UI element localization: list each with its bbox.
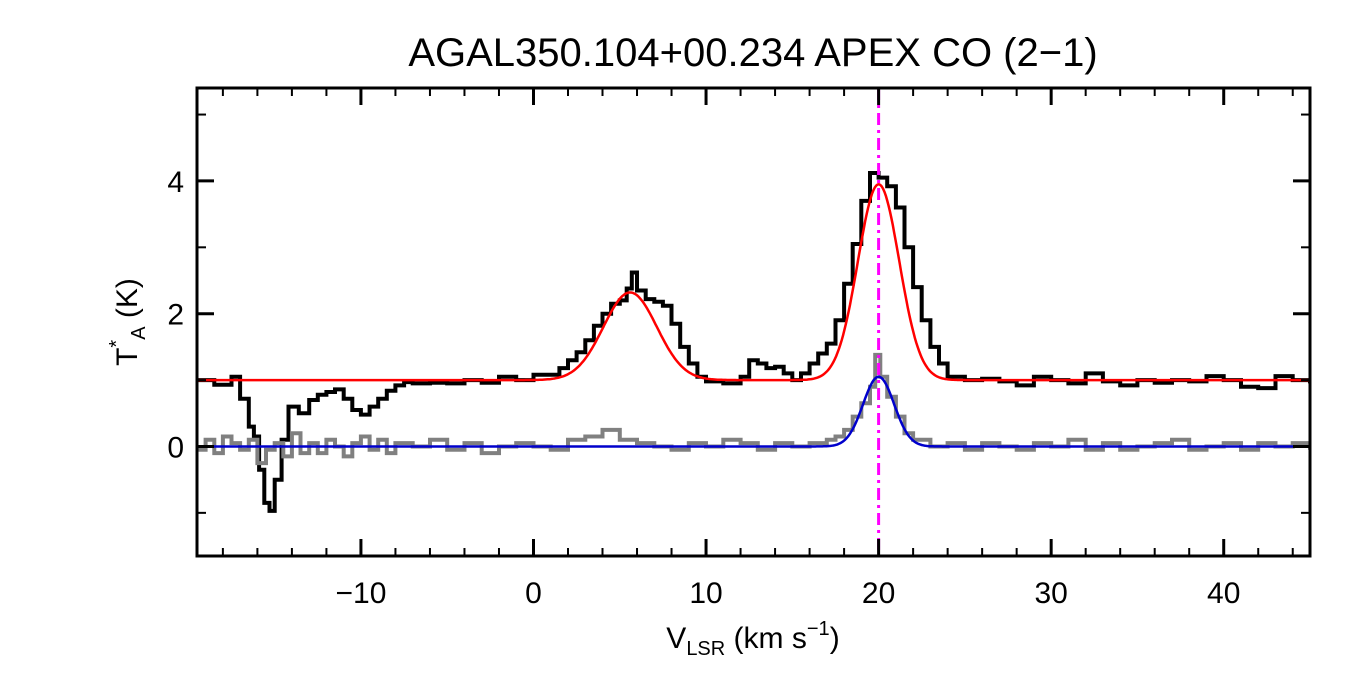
- x-axis-label-main: V: [666, 622, 686, 655]
- y-tick-label: 2: [167, 299, 184, 332]
- series-3-line: [197, 375, 1310, 448]
- series-0-line: [197, 171, 1310, 513]
- x-axis-label-sub: LSR: [686, 638, 725, 660]
- x-axis-label-sup: −1: [807, 618, 830, 640]
- x-axis-label-close: ): [830, 622, 840, 655]
- y-tick-label: 0: [167, 431, 184, 464]
- x-tick-label: 10: [689, 577, 722, 610]
- y-axis-label-main: T: [111, 348, 144, 366]
- series-2-line: [197, 183, 1310, 382]
- x-tick-label: −10: [335, 577, 386, 610]
- x-tick-label: 40: [1207, 577, 1240, 610]
- x-axis-label: VLSR (km s−1): [666, 618, 839, 660]
- x-tick-label: 0: [525, 577, 542, 610]
- plot-frame: [195, 86, 1312, 558]
- chart-title: AGAL350.104+00.234 APEX CO (2−1): [408, 31, 1097, 75]
- y-tick-labels: 0 2 4: [167, 166, 184, 465]
- x-tick-label: 30: [1034, 577, 1067, 610]
- y-axis-label-sub: A: [128, 326, 150, 340]
- y-axis-label-sup: *: [106, 340, 128, 348]
- axis-ticks: [197, 88, 1310, 556]
- x-tick-labels: −10 0 10 20 30 40: [335, 577, 1240, 610]
- y-tick-label: 4: [167, 166, 184, 199]
- data-layer: [197, 88, 1310, 556]
- y-axis-label: T*A (K): [106, 278, 150, 366]
- x-tick-label: 20: [862, 577, 895, 610]
- x-axis-label-rest: (km s: [725, 622, 807, 655]
- y-axis-label-rest: (K): [111, 278, 144, 326]
